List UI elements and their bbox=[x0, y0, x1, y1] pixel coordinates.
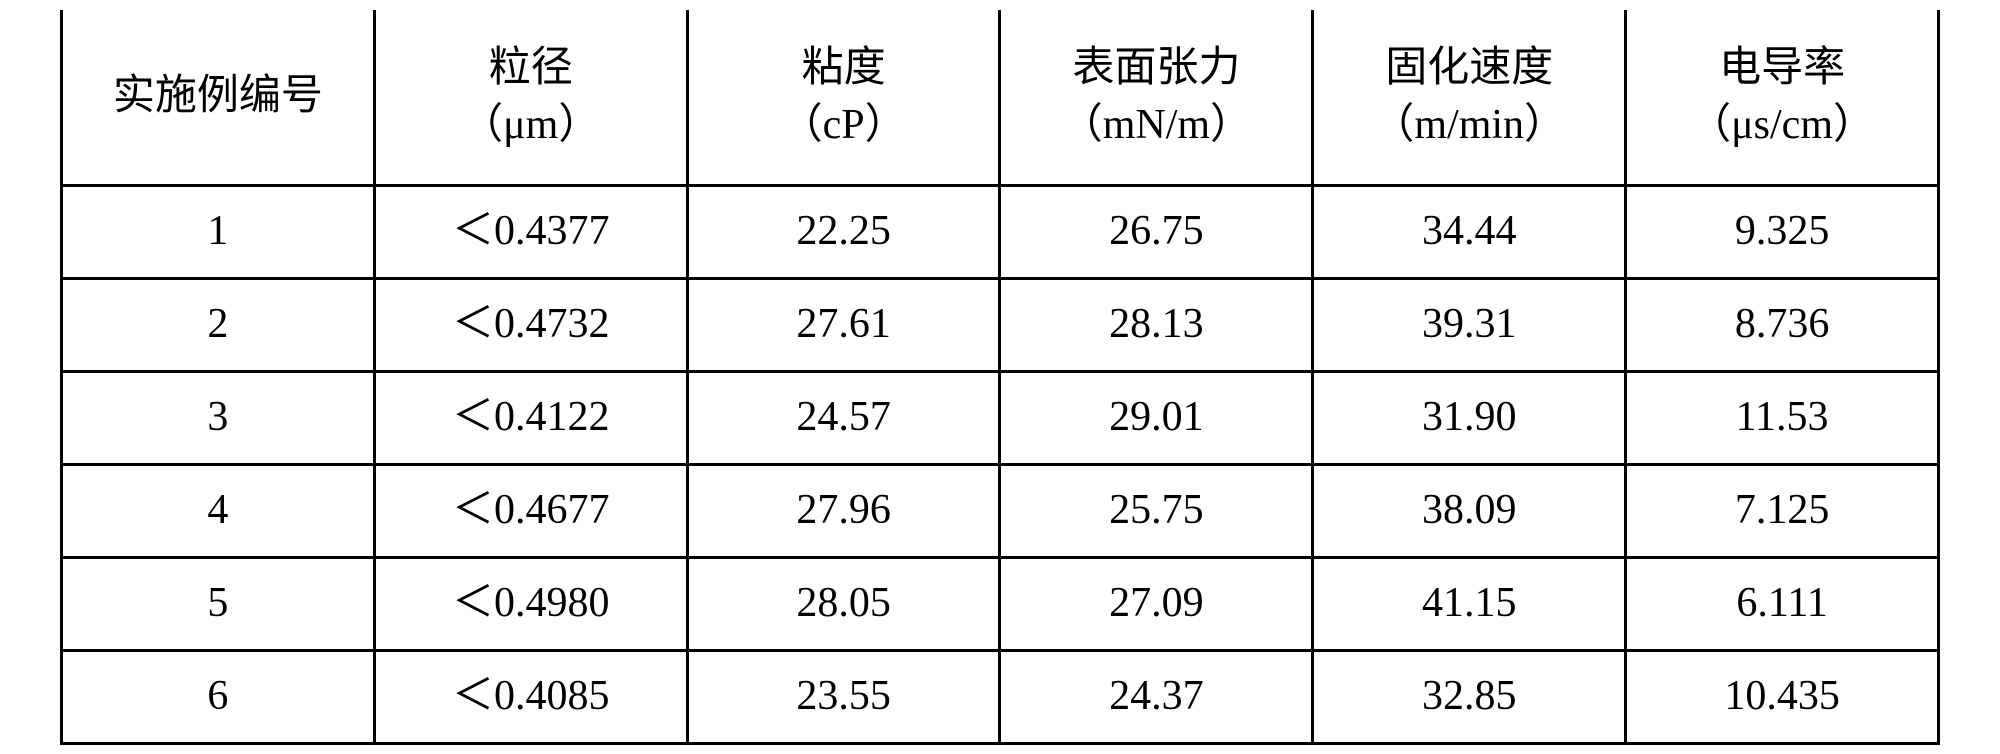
col-header-unit: （mN/m） bbox=[1001, 97, 1311, 154]
col-header-unit: （cP） bbox=[689, 97, 999, 154]
table-row: 3 ＜0.4122 24.57 29.01 31.90 11.53 bbox=[62, 371, 1939, 464]
col-header-title: 表面张力 bbox=[1001, 40, 1311, 97]
cell-tension: 27.09 bbox=[1000, 557, 1313, 650]
cell-tension: 28.13 bbox=[1000, 278, 1313, 371]
col-header-conductivity: 电导率 （μs/cm） bbox=[1626, 10, 1939, 186]
cell-cure: 39.31 bbox=[1313, 278, 1626, 371]
cell-particle: ＜0.4732 bbox=[374, 278, 687, 371]
col-header-unit: （μs/cm） bbox=[1627, 97, 1937, 154]
col-header-unit: （μm） bbox=[376, 97, 686, 154]
cell-tension: 24.37 bbox=[1000, 650, 1313, 743]
cell-cure: 34.44 bbox=[1313, 185, 1626, 278]
cell-cond: 8.736 bbox=[1626, 278, 1939, 371]
cell-id: 2 bbox=[62, 278, 375, 371]
col-header-tension: 表面张力 （mN/m） bbox=[1000, 10, 1313, 186]
cell-particle: ＜0.4122 bbox=[374, 371, 687, 464]
cell-viscosity: 23.55 bbox=[687, 650, 1000, 743]
header-row: 实施例编号 粒径 （μm） 粘度 （cP） 表面张力 （mN/m） 固化速度 （… bbox=[62, 10, 1939, 186]
cell-cure: 32.85 bbox=[1313, 650, 1626, 743]
table-row: 5 ＜0.4980 28.05 27.09 41.15 6.111 bbox=[62, 557, 1939, 650]
col-header-particle: 粒径 （μm） bbox=[374, 10, 687, 186]
cell-viscosity: 27.96 bbox=[687, 464, 1000, 557]
col-header-title: 粒径 bbox=[376, 40, 686, 97]
cell-id: 3 bbox=[62, 371, 375, 464]
cell-id: 4 bbox=[62, 464, 375, 557]
cell-cond: 9.325 bbox=[1626, 185, 1939, 278]
cell-tension: 26.75 bbox=[1000, 185, 1313, 278]
cell-tension: 29.01 bbox=[1000, 371, 1313, 464]
col-header-title: 粘度 bbox=[689, 40, 999, 97]
table-row: 4 ＜0.4677 27.96 25.75 38.09 7.125 bbox=[62, 464, 1939, 557]
cell-particle: ＜0.4677 bbox=[374, 464, 687, 557]
col-header-title: 固化速度 bbox=[1314, 40, 1624, 97]
cell-viscosity: 28.05 bbox=[687, 557, 1000, 650]
cell-cure: 41.15 bbox=[1313, 557, 1626, 650]
table-row: 2 ＜0.4732 27.61 28.13 39.31 8.736 bbox=[62, 278, 1939, 371]
col-header-viscosity: 粘度 （cP） bbox=[687, 10, 1000, 186]
cell-cure: 31.90 bbox=[1313, 371, 1626, 464]
cell-cond: 7.125 bbox=[1626, 464, 1939, 557]
cell-id: 5 bbox=[62, 557, 375, 650]
cell-id: 1 bbox=[62, 185, 375, 278]
col-header-unit: （m/min） bbox=[1314, 97, 1624, 154]
data-table: 实施例编号 粒径 （μm） 粘度 （cP） 表面张力 （mN/m） 固化速度 （… bbox=[60, 10, 1940, 745]
col-header-title: 电导率 bbox=[1627, 40, 1937, 97]
cell-cond: 6.111 bbox=[1626, 557, 1939, 650]
col-header-title: 实施例编号 bbox=[63, 68, 373, 125]
cell-cure: 38.09 bbox=[1313, 464, 1626, 557]
cell-particle: ＜0.4085 bbox=[374, 650, 687, 743]
cell-viscosity: 24.57 bbox=[687, 371, 1000, 464]
table-row: 6 ＜0.4085 23.55 24.37 32.85 10.435 bbox=[62, 650, 1939, 743]
cell-tension: 25.75 bbox=[1000, 464, 1313, 557]
cell-id: 6 bbox=[62, 650, 375, 743]
cell-viscosity: 22.25 bbox=[687, 185, 1000, 278]
col-header-cure: 固化速度 （m/min） bbox=[1313, 10, 1626, 186]
table-row: 1 ＜0.4377 22.25 26.75 34.44 9.325 bbox=[62, 185, 1939, 278]
cell-cond: 11.53 bbox=[1626, 371, 1939, 464]
cell-particle: ＜0.4377 bbox=[374, 185, 687, 278]
cell-viscosity: 27.61 bbox=[687, 278, 1000, 371]
cell-cond: 10.435 bbox=[1626, 650, 1939, 743]
col-header-id: 实施例编号 bbox=[62, 10, 375, 186]
cell-particle: ＜0.4980 bbox=[374, 557, 687, 650]
